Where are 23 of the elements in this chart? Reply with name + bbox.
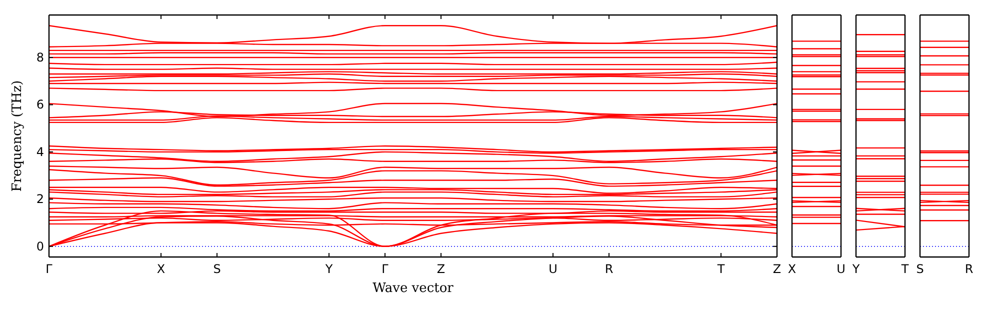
y-axis-title: Frequency (THz) (10, 80, 25, 192)
x-tick-label: Y (851, 262, 860, 276)
x-tick-label: U (548, 262, 558, 276)
y-tick-label: 6 (36, 98, 44, 112)
x-tick-label: Z (436, 262, 446, 276)
x-tick-label: U (836, 262, 846, 276)
x-axis-title: Wave vector (372, 281, 454, 296)
x-tick-label: T (900, 262, 910, 276)
y-tick-label: 8 (36, 50, 44, 64)
x-tick-label: Γ (382, 262, 389, 276)
y-tick-label: 4 (36, 144, 44, 159)
x-tick-label: X (788, 262, 796, 276)
y-tick-label: 0 (36, 239, 44, 254)
x-tick-label: X (156, 262, 166, 276)
x-tick-label: R (604, 262, 614, 276)
x-tick-label: Y (324, 262, 334, 276)
x-tick-label: S (916, 262, 924, 276)
x-tick-label: T (716, 262, 726, 276)
y-tick-label: 2 (36, 192, 44, 206)
x-tick-label: S (213, 262, 221, 276)
x-tick-label: R (964, 262, 974, 276)
x-tick-label: Z (772, 262, 782, 276)
x-tick-label: Γ (46, 262, 53, 276)
